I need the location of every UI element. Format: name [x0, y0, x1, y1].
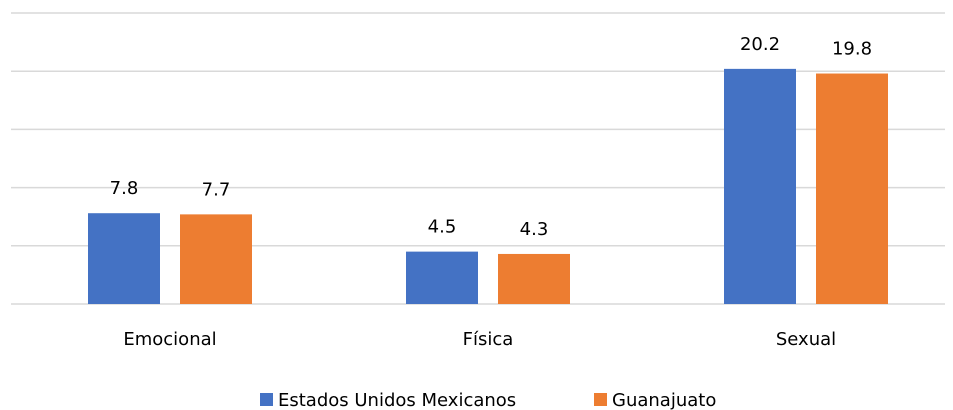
- data-label: 7.8: [110, 178, 139, 199]
- bar: [724, 68, 796, 304]
- legend-label: Estados Unidos Mexicanos: [278, 390, 516, 410]
- bar: [816, 73, 888, 304]
- data-label: 4.5: [428, 217, 457, 238]
- legend-label: Guanajuato: [612, 390, 716, 410]
- x-tick-label: Sexual: [776, 329, 836, 350]
- x-tick-label: Emocional: [123, 329, 216, 350]
- data-label: 19.8: [832, 39, 872, 60]
- data-label: 4.3: [520, 219, 549, 240]
- x-tick-label: Física: [463, 329, 514, 350]
- data-label: 7.7: [202, 179, 231, 200]
- bar: [180, 214, 252, 304]
- legend-swatch: [260, 393, 273, 406]
- bar: [498, 253, 570, 304]
- data-label: 20.2: [740, 34, 780, 55]
- bar: [406, 251, 478, 304]
- bar: [88, 213, 160, 304]
- legend-swatch: [594, 393, 607, 406]
